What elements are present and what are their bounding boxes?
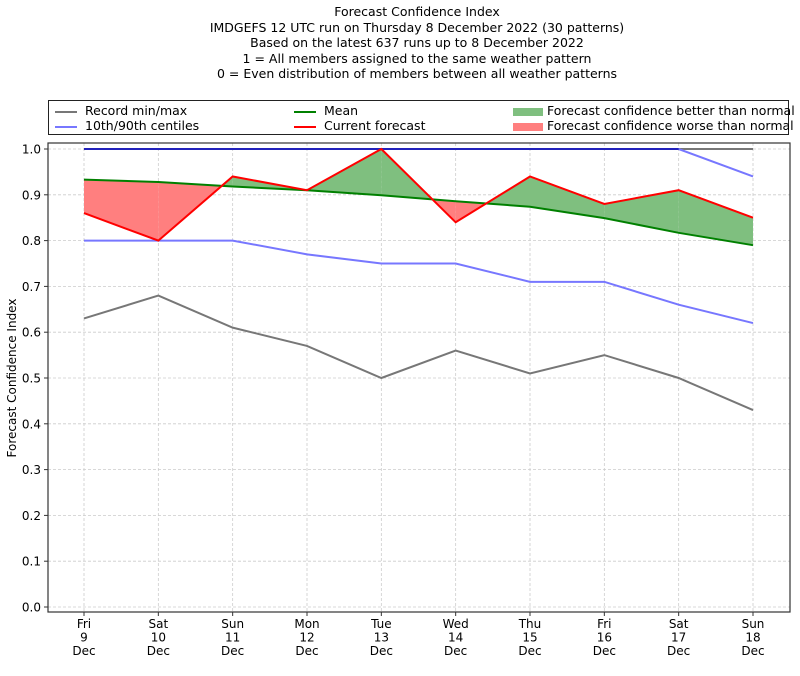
- line-90th-centile: [84, 148, 754, 178]
- legend-item-worse: Forecast confidence worse than normal: [513, 118, 794, 133]
- line-current-forecast: [83, 147, 754, 242]
- x-tick-label: Mon 12 Dec: [294, 617, 319, 658]
- x-tick-label: Tue 13 Dec: [370, 617, 393, 658]
- x-tick-label: Sat 10 Dec: [147, 617, 170, 658]
- legend-swatch-better: [513, 107, 543, 116]
- chart-title-block: Forecast Confidence Index IMDGEFS 12 UTC…: [0, 4, 800, 82]
- x-tick-label: Wed 14 Dec: [443, 617, 469, 658]
- y-tick-label: 0.3: [22, 463, 41, 477]
- fill-worse-than-normal: [84, 179, 159, 241]
- legend-label-worse: Forecast confidence worse than normal: [547, 118, 794, 133]
- legend-label-mean: Mean: [324, 103, 359, 118]
- x-tick-label: Sun 18 Dec: [741, 617, 764, 658]
- y-tick-label: 0.9: [22, 188, 41, 202]
- y-tick-label: 0.4: [22, 417, 41, 431]
- y-axis-label: Forecast Confidence Index: [5, 299, 19, 458]
- chart-title: Forecast Confidence Index: [334, 4, 500, 19]
- chart-subtitle-runs: Based on the latest 637 runs up to 8 Dec…: [250, 35, 584, 51]
- confidence-fills: [84, 149, 753, 246]
- chart-subtitle-scale-bottom: 0 = Even distribution of members between…: [216, 66, 618, 82]
- fill-better-than-normal: [530, 176, 605, 219]
- x-tick-label: Thu 15 Dec: [518, 617, 542, 658]
- chart-subtitle-scale-top: 1 = All members assigned to the same wea…: [242, 50, 592, 66]
- x-tick-label: Sun 11 Dec: [221, 617, 244, 658]
- legend-swatch-centiles: [55, 125, 77, 128]
- x-axis-ticks: Fri 9 Dec Sat 10 Dec Sun 11 Dec Mon 12 Dec Tue 13 Dec W…: [72, 612, 765, 658]
- y-tick-label: 1.0: [22, 143, 41, 157]
- legend-item-record: Record min/max: [55, 103, 187, 118]
- legend-label-centiles: 10th/90th centiles: [85, 118, 200, 133]
- x-tick-label: Fri 16 Dec: [593, 617, 616, 658]
- fill-better-than-normal: [678, 190, 753, 246]
- line-10th-centile: [84, 239, 754, 325]
- line-mean: [83, 178, 754, 247]
- y-axis-ticks: 0.0 0.1 0.2 0.3 0.4 0.5 0.6 0.7 0.8 0.9 1.0: [22, 143, 48, 615]
- legend-label-record: Record min/max: [85, 103, 188, 118]
- x-tick-label: Sat 17 Dec: [667, 617, 690, 658]
- y-tick-label: 0.7: [22, 280, 41, 294]
- y-tick-label: 0.0: [22, 601, 41, 615]
- series-lines: [83, 147, 754, 411]
- x-tick-label: Fri 9 Dec: [72, 617, 95, 658]
- y-tick-label: 0.2: [22, 509, 41, 523]
- line-record-min: [83, 294, 754, 411]
- chart-subtitle-run: IMDGEFS 12 UTC run on Thursday 8 Decembe…: [209, 19, 625, 35]
- legend-swatch-mean: [294, 110, 316, 113]
- grid: [48, 143, 790, 612]
- legend-item-current: Current forecast: [294, 118, 425, 133]
- legend-swatch-worse: [513, 122, 543, 131]
- y-tick-label: 0.8: [22, 234, 41, 248]
- legend-label-better: Forecast confidence better than normal: [547, 103, 795, 118]
- y-tick-label: 0.5: [22, 372, 41, 386]
- fill-better-than-normal: [307, 149, 382, 196]
- y-tick-label: 0.6: [22, 326, 41, 340]
- legend-item-centiles: 10th/90th centiles: [55, 118, 199, 133]
- legend-item-better: Forecast confidence better than normal: [513, 103, 795, 118]
- y-tick-label: 0.1: [22, 555, 41, 569]
- legend-swatch-current: [294, 125, 316, 128]
- legend-swatch-record: [55, 110, 77, 113]
- legend-label-current: Current forecast: [324, 118, 426, 133]
- legend-item-mean: Mean: [294, 103, 358, 118]
- legend: Record min/max 10th/90th centiles Mean C…: [48, 100, 795, 135]
